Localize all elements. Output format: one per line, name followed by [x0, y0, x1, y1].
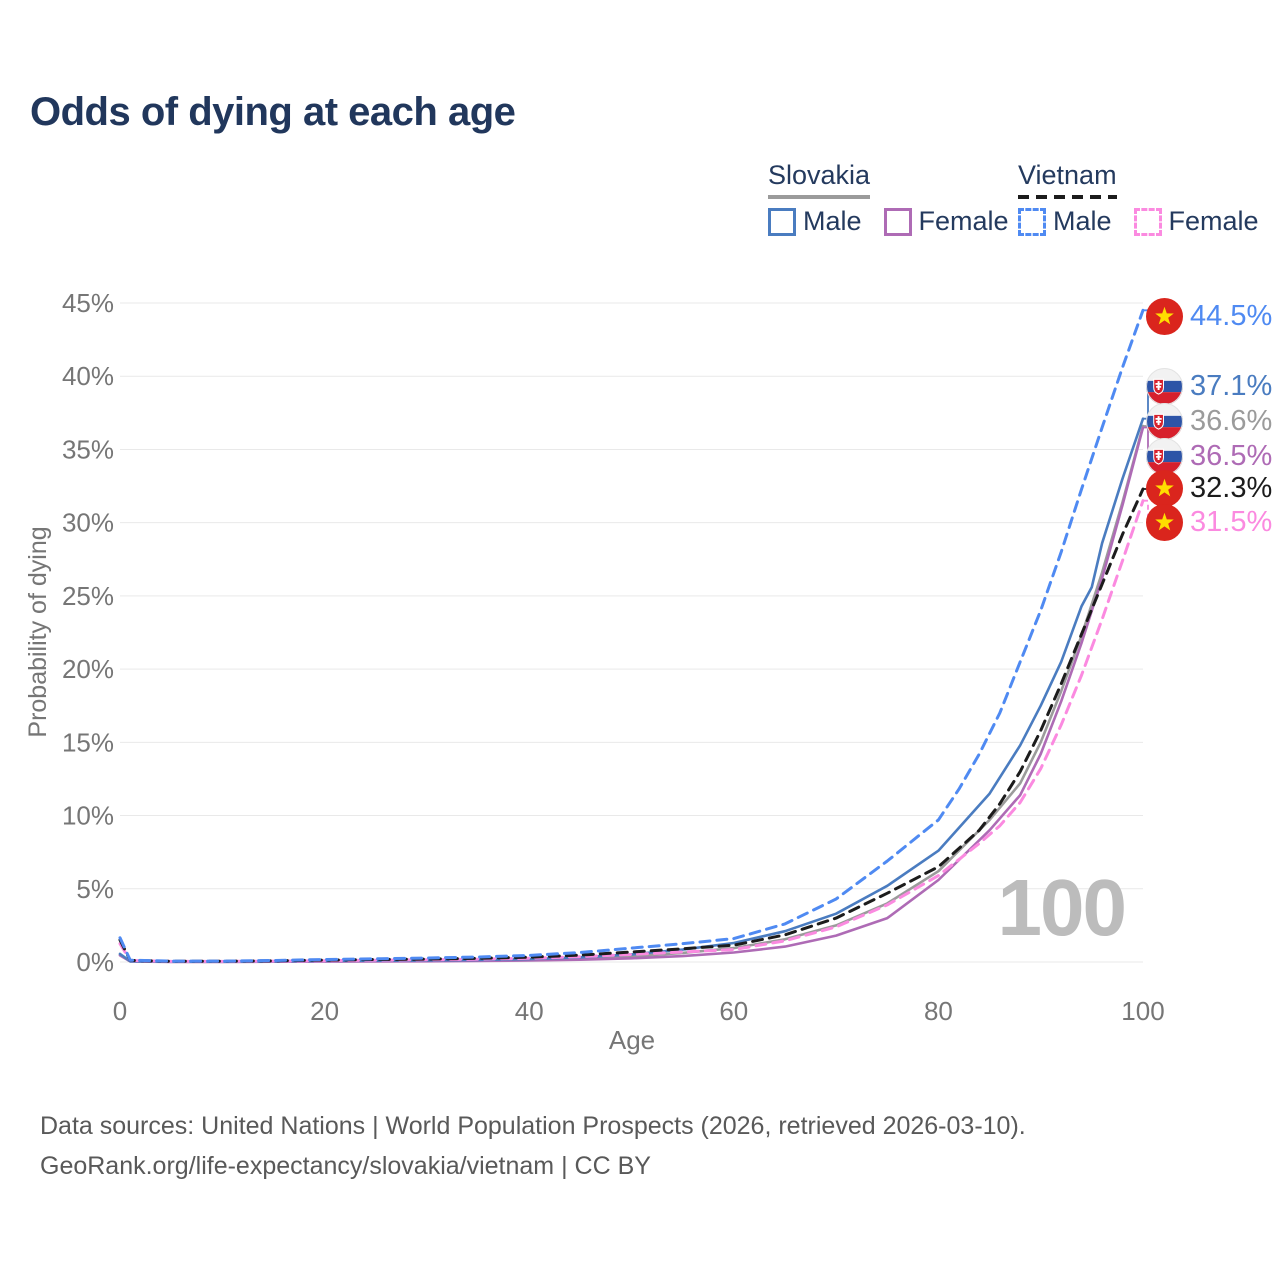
end-label-vietnam-male: 44.5%: [1146, 298, 1272, 335]
vietnam-flag-icon: [1146, 298, 1183, 335]
end-label-value: 32.3%: [1190, 472, 1273, 504]
footer-attribution: GeoRank.org/life-expectancy/slovakia/vie…: [40, 1152, 651, 1180]
legend-line-style-sample: [1018, 195, 1117, 199]
legend-item-label: Female: [1168, 206, 1259, 236]
footer-sources: Data sources: United Nations | World Pop…: [40, 1112, 1026, 1140]
gridlines: [120, 302, 1143, 963]
y-tick-label: 35%: [62, 434, 114, 464]
end-label-value: 31.5%: [1190, 506, 1273, 538]
x-axis-label: Age: [609, 1025, 655, 1055]
line-vietnam-both-sexes: [118, 487, 1145, 963]
vietnam-flag-icon: [1146, 470, 1183, 507]
end-label-value: 36.6%: [1190, 405, 1273, 437]
legend-item-label: Female: [918, 206, 1009, 236]
vietnam-flag-icon: [1146, 504, 1183, 541]
x-tick-label: 100: [1121, 996, 1164, 1026]
y-tick-label: 20%: [62, 654, 114, 684]
footer: Data sources: United Nations | World Pop…: [40, 1106, 1026, 1186]
y-axis-label: Probability of dying: [24, 526, 52, 737]
legend-item-vietnam-male[interactable]: Male: [1018, 206, 1112, 237]
x-tick-label: 60: [719, 996, 748, 1026]
chart-canvas: 0% 5% 10% 15% 20% 25% 30% 35% 40% 45% 0 20 40 60 80 100…: [24, 288, 1165, 1055]
end-label-slovakia-female: 36.5%: [1146, 438, 1272, 475]
legend-country-header: Vietnam: [1018, 160, 1117, 199]
age-watermark: 100: [997, 863, 1127, 952]
end-label-value: 37.1%: [1190, 370, 1273, 402]
y-tick-label: 45%: [62, 288, 114, 318]
legend-item-vietnam-female[interactable]: Female: [1133, 206, 1259, 237]
y-tick-label: 25%: [62, 581, 114, 611]
end-label-value: 36.5%: [1190, 440, 1273, 472]
y-tick-label: 40%: [62, 361, 114, 391]
end-label-slovakia-male: 37.1%: [1146, 368, 1272, 405]
y-tick-label: 15%: [62, 727, 114, 757]
x-tick-label: 20: [310, 996, 339, 1026]
legend-item-slovakia-female[interactable]: Female: [883, 206, 1009, 237]
line-slovakia-female: [118, 426, 1145, 964]
legend-item-slovakia-male[interactable]: Male: [768, 206, 862, 237]
end-label-value: 44.5%: [1190, 300, 1273, 332]
y-tick-label: 10%: [62, 801, 114, 831]
legend-group-vietnam: Vietnam Male Female: [1018, 160, 1259, 237]
line-vietnam-female: [118, 499, 1145, 963]
slovakia-flag-icon: [1146, 438, 1183, 475]
legend-swatch-icon: [1133, 207, 1162, 236]
x-tick-label: 80: [924, 996, 953, 1026]
legend-item-label: Male: [803, 206, 862, 236]
y-tick-label: 0%: [76, 947, 114, 977]
legend-item-label: Male: [1053, 206, 1112, 236]
slovakia-flag-icon: [1146, 403, 1183, 440]
line-vietnam-male: [118, 308, 1145, 963]
y-tick-label: 30%: [62, 508, 114, 538]
line-slovakia-both-sexes: [118, 424, 1145, 963]
legend-swatch-icon: [1018, 207, 1046, 236]
end-label-vietnam-both-sexes: 32.3%: [1146, 470, 1272, 507]
legend-swatch-icon: [883, 207, 912, 236]
legend-swatch-icon: [768, 207, 796, 236]
legend-line-style-sample: [768, 195, 871, 199]
page-title: Odds of dying at each age: [30, 90, 516, 134]
x-tick-label: 0: [113, 996, 127, 1026]
slovakia-flag-icon: [1146, 368, 1183, 405]
x-tick-label: 40: [515, 996, 544, 1026]
end-label-vietnam-female: 31.5%: [1146, 504, 1272, 541]
legend-country-label: Slovakia: [768, 160, 871, 190]
legend-country-header: Slovakia: [768, 160, 871, 199]
legend-country-label: Vietnam: [1018, 160, 1117, 190]
series-lines: [118, 308, 1145, 964]
y-tick-label: 5%: [76, 874, 114, 904]
line-slovakia-male: [118, 417, 1145, 963]
end-label-slovakia-both-sexes: 36.6%: [1146, 403, 1272, 440]
axis-tick-labels: 0% 5% 10% 15% 20% 25% 30% 35% 40% 45% 0 20 40 60 80 100…: [24, 288, 1165, 1055]
legend-group-slovakia: Slovakia Male Female: [768, 160, 1009, 237]
